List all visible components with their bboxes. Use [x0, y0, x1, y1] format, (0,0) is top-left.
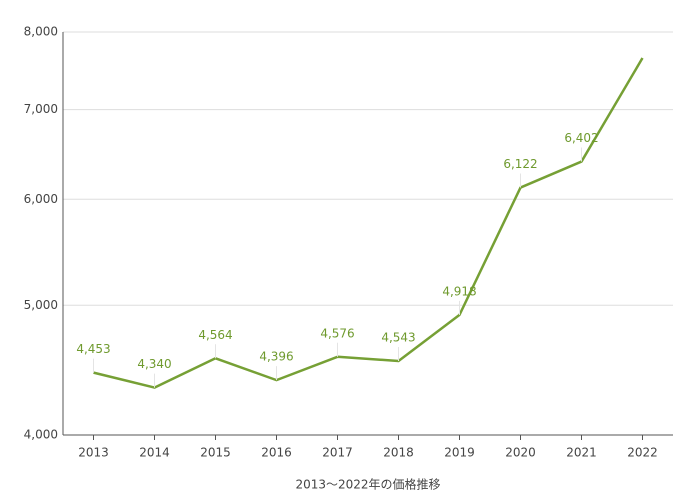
y-tick-label: 8,000: [24, 25, 58, 39]
data-label: 4,918: [442, 284, 476, 298]
data-label: 6,402: [564, 131, 598, 145]
x-tick-label: 2022: [627, 446, 658, 460]
y-tick-label: 6,000: [24, 192, 58, 206]
y-tick-label: 7,000: [24, 102, 58, 116]
x-tick-label: 2015: [200, 446, 231, 460]
data-label: 4,543: [381, 330, 415, 344]
data-label: 6,122: [503, 157, 537, 171]
data-label: 4,396: [259, 350, 293, 364]
x-tick-label: 2014: [139, 446, 170, 460]
x-tick-label: 2018: [383, 446, 414, 460]
y-tick-label: 4,000: [24, 428, 58, 442]
x-tick-label: 2016: [261, 446, 292, 460]
data-label: 4,453: [76, 342, 110, 356]
x-tick-label: 2017: [322, 446, 353, 460]
data-label: 4,340: [137, 357, 171, 371]
data-label: 4,564: [198, 328, 232, 342]
y-tick-label: 5,000: [24, 298, 58, 312]
x-tick-label: 2021: [566, 446, 597, 460]
x-tick-label: 2013: [78, 446, 109, 460]
data-label: 4,576: [320, 326, 354, 340]
x-tick-label: 2019: [444, 446, 475, 460]
x-axis-title: 2013～2022年の価格推移: [295, 477, 440, 492]
line: [93, 57, 644, 389]
x-tick-label: 2020: [505, 446, 536, 460]
